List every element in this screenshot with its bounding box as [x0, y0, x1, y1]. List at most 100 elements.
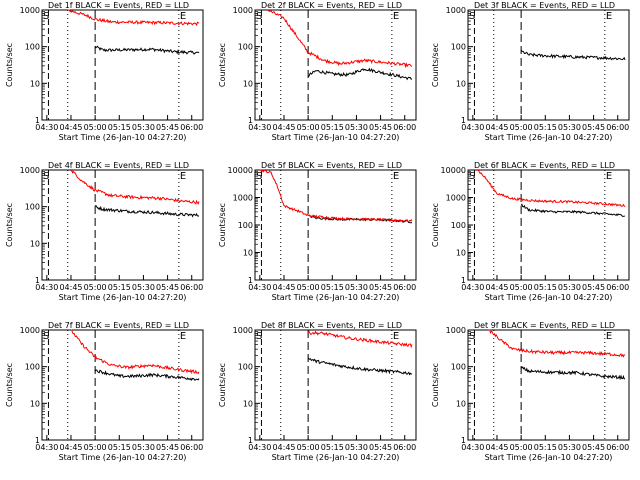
x-tick-label: 06:00: [180, 283, 203, 292]
x-axis-label: Start Time (26-Jan-10 04:27:20): [59, 453, 187, 462]
y-tick-label: 1: [461, 116, 466, 125]
x-tick-label: 04:45: [272, 283, 295, 292]
x-tick-label: 05:00: [84, 283, 107, 292]
y-tick-label: 1000: [20, 326, 40, 335]
panel-det-3: Det 3f BLACK = Events, RED = LLD 1 10 100 10…: [431, 1, 630, 142]
series-line-events: [94, 204, 200, 218]
y-tick-label: 1000: [233, 326, 253, 335]
end-marker-label: E: [393, 11, 399, 22]
end-marker-label: E: [393, 171, 399, 182]
series-line-events: [94, 45, 200, 55]
x-tick-label: 05:30: [132, 123, 155, 132]
x-tick-label: 05:30: [558, 283, 581, 292]
end-marker-label: E: [606, 171, 612, 182]
x-tick-label: 05:15: [534, 443, 557, 452]
y-tick-label: 100: [451, 43, 466, 52]
y-tick-label: 10000: [441, 166, 466, 175]
x-tick-label: 05:30: [345, 443, 368, 452]
y-axis-label: Counts/sec: [431, 203, 440, 247]
end-marker-label: E: [180, 11, 186, 22]
panel-det-1: Det 1f BLACK = Events, RED = LLD 1 10 100 10…: [5, 1, 204, 142]
series-line-lld: [67, 9, 199, 27]
y-axis-label: Counts/sec: [218, 363, 227, 407]
x-tick-label: 06:00: [393, 443, 416, 452]
x-tick-label: 05:45: [582, 283, 605, 292]
y-tick-label: 1000: [233, 6, 253, 15]
x-tick-label: 05:30: [558, 443, 581, 452]
y-tick-label: 100: [25, 363, 40, 372]
x-axis-label: Start Time (26-Jan-10 04:27:20): [272, 133, 400, 142]
x-tick-label: 05:45: [156, 123, 179, 132]
panel-title: Det 8f BLACK = Events, RED = LLD: [261, 321, 402, 330]
start-marker-label: S: [43, 331, 49, 342]
plot-frame: [41, 169, 204, 281]
end-marker-label: E: [180, 331, 186, 342]
series-line-lld: [259, 169, 413, 223]
plot-frame: [467, 329, 630, 441]
x-axis-label: Start Time (26-Jan-10 04:27:20): [485, 453, 613, 462]
y-tick-label: 1: [35, 116, 40, 125]
x-tick-label: 05:45: [369, 443, 392, 452]
x-tick-label: 04:30: [248, 283, 271, 292]
start-marker-label: S: [469, 11, 475, 22]
start-marker-label: S: [43, 171, 49, 182]
y-axis-label: Counts/sec: [431, 43, 440, 87]
x-tick-label: 04:30: [248, 123, 271, 132]
x-tick-label: 06:00: [606, 123, 629, 132]
series-line-lld: [71, 329, 200, 375]
panel-det-5: Det 5f BLACK = Events, RED = LLD 1 10 100 10…: [218, 161, 417, 302]
y-tick-label: 1: [248, 116, 253, 125]
x-tick-label: 04:45: [59, 123, 82, 132]
panel-title: Det 9f BLACK = Events, RED = LLD: [474, 321, 615, 330]
x-tick-label: 06:00: [606, 283, 629, 292]
series-line-lld: [477, 169, 626, 208]
x-tick-label: 04:30: [35, 283, 58, 292]
y-tick-label: 100: [25, 203, 40, 212]
panel-det-8: Det 8f BLACK = Events, RED = LLD 1 10 100 10…: [218, 321, 417, 462]
x-axis-label: Start Time (26-Jan-10 04:27:20): [272, 453, 400, 462]
end-marker-label: E: [393, 331, 399, 342]
y-tick-label: 10: [456, 249, 466, 258]
y-tick-label: 1: [248, 276, 253, 285]
y-tick-label: 1: [35, 276, 40, 285]
x-tick-label: 04:45: [485, 443, 508, 452]
x-tick-label: 05:15: [108, 123, 131, 132]
panel-title: Det 5f BLACK = Events, RED = LLD: [261, 161, 402, 170]
panel-title: Det 1f BLACK = Events, RED = LLD: [48, 1, 189, 10]
x-axis-label: Start Time (26-Jan-10 04:27:20): [272, 293, 400, 302]
x-tick-label: 05:30: [132, 283, 155, 292]
panel-det-4: Det 4f BLACK = Events, RED = LLD 1 10 100 10…: [5, 161, 204, 302]
start-marker-label: S: [43, 11, 49, 22]
y-axis-label: Counts/sec: [218, 203, 227, 247]
y-tick-label: 10: [243, 79, 253, 88]
series-line-lld: [70, 168, 200, 205]
y-tick-label: 100: [238, 363, 253, 372]
x-tick-label: 04:30: [35, 443, 58, 452]
panel-title: Det 4f BLACK = Events, RED = LLD: [48, 161, 189, 170]
series-line-events: [307, 357, 413, 376]
y-tick-label: 10000: [228, 166, 253, 175]
y-axis-label: Counts/sec: [218, 43, 227, 87]
y-tick-label: 100: [25, 43, 40, 52]
x-tick-label: 05:15: [534, 283, 557, 292]
panel-det-6: Det 6f BLACK = Events, RED = LLD 1 10 100 10…: [431, 161, 630, 302]
x-tick-label: 05:00: [510, 443, 533, 452]
x-tick-label: 05:00: [297, 443, 320, 452]
plot-frame: [41, 9, 204, 121]
x-tick-label: 04:45: [485, 283, 508, 292]
x-tick-label: 04:45: [59, 443, 82, 452]
x-axis-label: Start Time (26-Jan-10 04:27:20): [485, 133, 613, 142]
y-tick-label: 1000: [20, 6, 40, 15]
x-tick-label: 05:15: [534, 123, 557, 132]
start-marker-label: S: [469, 171, 475, 182]
end-marker-label: E: [606, 331, 612, 342]
x-tick-label: 05:00: [84, 443, 107, 452]
x-tick-label: 04:45: [272, 123, 295, 132]
start-marker-label: S: [469, 331, 475, 342]
x-tick-label: 04:30: [461, 123, 484, 132]
series-line-lld: [488, 329, 626, 358]
plot-frame: [254, 9, 417, 121]
panel-title: Det 7f BLACK = Events, RED = LLD: [48, 321, 189, 330]
x-tick-label: 04:45: [272, 443, 295, 452]
x-axis-label: Start Time (26-Jan-10 04:27:20): [59, 133, 187, 142]
